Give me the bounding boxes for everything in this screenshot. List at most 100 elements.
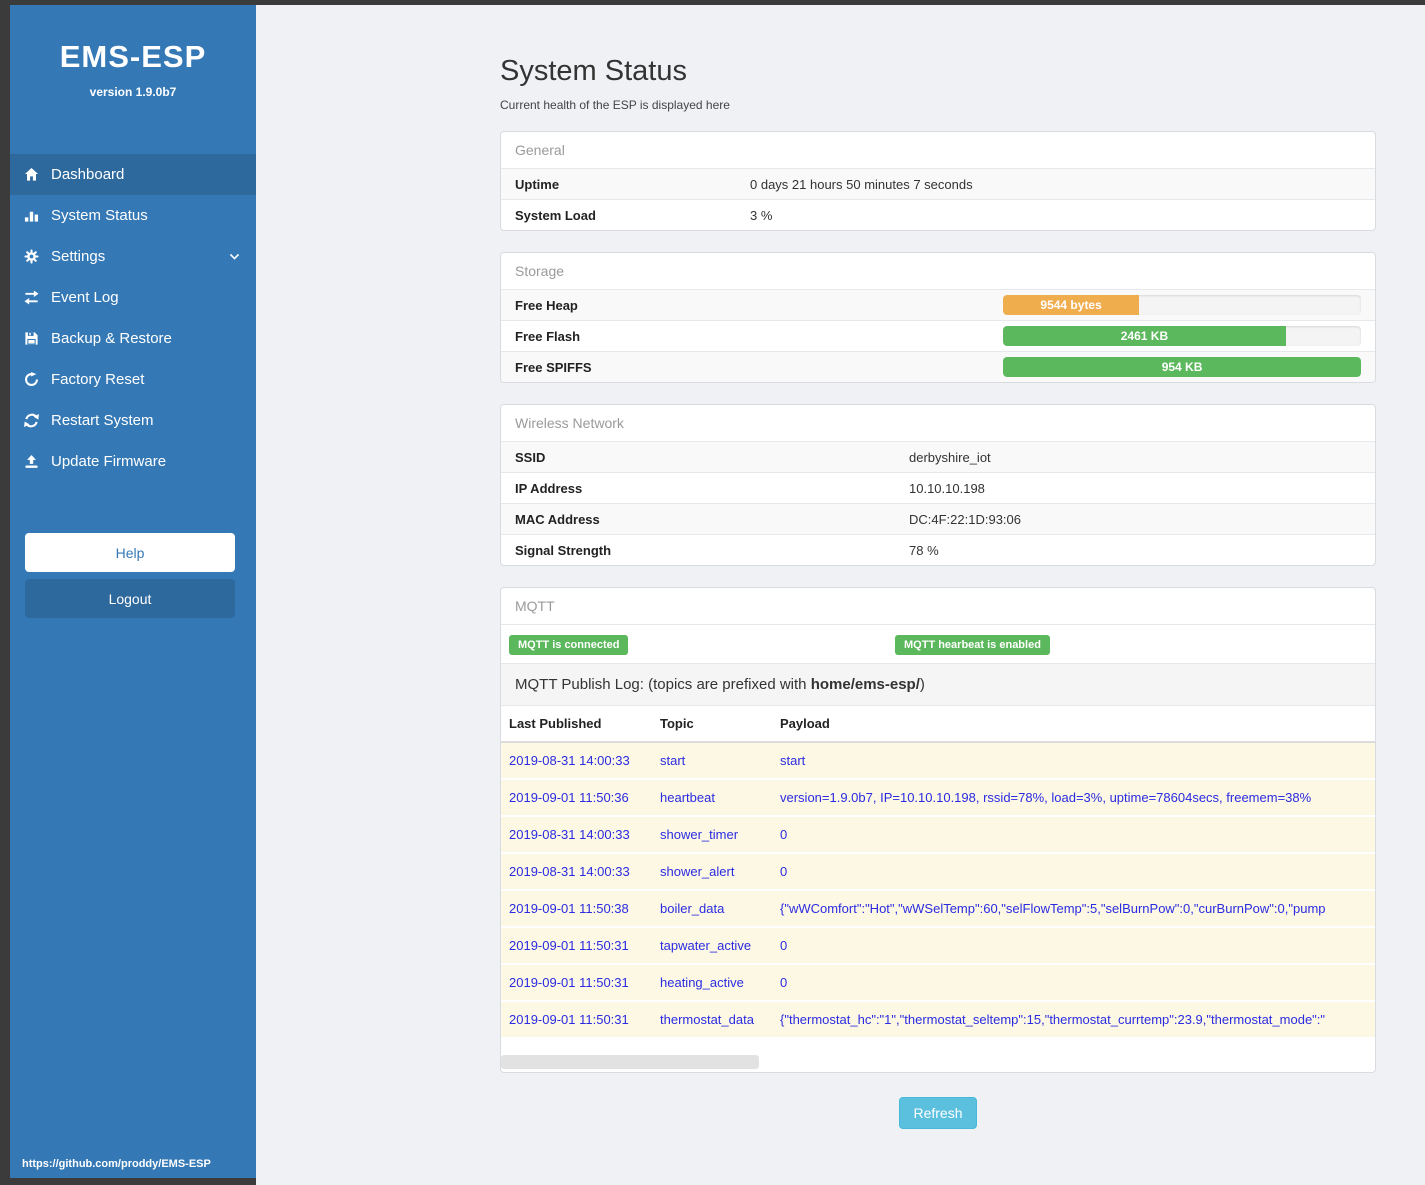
mqtt-panel: MQTT MQTT is connected MQTT hearbeat is … [500,587,1376,1073]
payload-cell: 0 [780,938,788,953]
sidebar-buttons: Help Logout [25,533,235,618]
timestamp-cell: 2019-08-31 14:00:33 [509,864,630,879]
status-icon [24,208,51,223]
payload-cell: 0 [780,827,788,842]
mqtt-badge-row: MQTT is connected MQTT hearbeat is enabl… [501,624,1375,663]
general-rows: Uptime 0 days 21 hours 50 minutes 7 secon… [501,168,1375,230]
sidebar-item-update-firmware[interactable]: Update Firmware [10,441,256,482]
horizontal-scrollbar[interactable] [501,1055,1375,1069]
sidebar-item-settings[interactable]: Settings [10,236,256,277]
row-label: SSID [515,449,546,465]
save-icon [24,331,51,346]
payload-cell: version=1.9.0b7, IP=10.10.10.198, rssid=… [780,790,1312,805]
topic-cell: thermostat_data [660,1012,754,1027]
log-row: 2019-09-01 11:50:36 heartbeat version=1.9.… [501,778,1375,815]
content-container: System Status Current health of the ESP … [500,55,1376,1129]
row-label: Signal Strength [515,542,612,558]
sidebar-item-label: Update Firmware [51,453,167,470]
column-header: Payload [780,716,830,731]
topic-cell: tapwater_active [660,938,752,953]
log-row: 2019-09-01 11:50:31 heating_active 0 [501,963,1375,1000]
refresh-button[interactable]: Refresh [899,1097,977,1129]
timestamp-cell: 2019-08-31 14:00:33 [509,753,630,768]
sidebar-item-dashboard[interactable]: Dashboard [10,154,256,195]
payload-cell: {"wWComfort":"Hot","wWSelTemp":60,"selFl… [780,901,1326,916]
table-row: Uptime 0 days 21 hours 50 minutes 7 secon… [501,168,1375,199]
progress-bar: 2461 KB [1003,326,1361,346]
storage-panel-header: Storage [515,263,565,279]
mqtt-heartbeat-badge: MQTT hearbeat is enabled [895,635,1050,655]
progress-fill: 954 KB [1003,357,1361,377]
sidebar-item-factory-reset[interactable]: Factory Reset [10,359,256,400]
sidebar-item-restart-system[interactable]: Restart System [10,400,256,441]
mqtt-log-title-suffix: ) [919,676,925,693]
page-title: System Status [500,55,687,87]
log-row: 2019-08-31 14:00:33 shower_alert 0 [501,852,1375,889]
table-row: Free SPIFFS 954 KB [501,351,1375,382]
timestamp-cell: 2019-09-01 11:50:36 [509,790,629,805]
sidebar-item-label: Dashboard [51,166,125,183]
mqtt-log-title: MQTT Publish Log: (topics are prefixed w… [501,663,1375,705]
refresh-area: Refresh [500,1097,1376,1129]
table-spacer [501,1037,1375,1055]
gear-icon [24,249,51,264]
storage-rows: Free Heap 9544 bytes Free Flash 2461 KB Free… [501,289,1375,382]
row-value: DC:4F:22:1D:93:06 [909,511,1022,527]
row-value: 78 % [909,542,939,558]
upload-icon [24,454,51,469]
sidebar-item-label: Restart System [51,412,154,429]
sidebar-item-label: Backup & Restore [51,330,172,347]
payload-cell: {"thermostat_hc":"1","thermostat_seltemp… [780,1012,1326,1027]
log-row: 2019-09-01 11:50:38 boiler_data {"wWComfor… [501,889,1375,926]
topic-cell: shower_alert [660,864,735,879]
table-row: Free Flash 2461 KB [501,320,1375,351]
row-label: MAC Address [515,511,600,527]
topic-cell: start [660,753,686,768]
row-value: derbyshire_iot [909,449,991,465]
general-panel: General Uptime 0 days 21 hours 50 minutes… [500,131,1376,231]
timestamp-cell: 2019-08-31 14:00:33 [509,827,630,842]
payload-cell: 0 [780,864,788,879]
app-title: EMS-ESP [59,39,207,74]
sidebar-item-event-log[interactable]: Event Log [10,277,256,318]
timestamp-cell: 2019-09-01 11:50:31 [509,975,629,990]
sidebar: EMS-ESP version 1.9.0b7 Dashboard System … [10,5,256,1178]
logout-button[interactable]: Logout [25,579,235,618]
exchange-icon [24,290,51,305]
progress-fill: 9544 bytes [1003,295,1140,315]
sidebar-item-backup-restore[interactable]: Backup & Restore [10,318,256,359]
row-label: IP Address [515,480,583,496]
sidebar-item-label: System Status [51,207,148,224]
table-row: SSID derbyshire_iot [501,441,1375,472]
row-value: 10.10.10.198 [909,480,985,496]
row-value: 3 % [750,207,773,223]
sidebar-item-label: Event Log [51,289,119,306]
progress-bar: 954 KB [1003,357,1361,377]
github-link[interactable]: https://github.com/proddy/EMS-ESP [22,1158,211,1170]
home-icon [24,167,51,182]
table-row: IP Address 10.10.10.198 [501,472,1375,503]
column-header: Last Published [509,716,602,731]
progress-fill: 2461 KB [1003,326,1286,346]
timestamp-cell: 2019-09-01 11:50:38 [509,901,629,916]
sidebar-item-label: Factory Reset [51,371,145,388]
general-panel-header: General [515,142,565,158]
log-row: 2019-09-01 11:50:31 thermostat_data {"ther… [501,1000,1375,1037]
row-label: System Load [515,207,596,223]
storage-panel: Storage Free Heap 9544 bytes Free Flash 246… [500,252,1376,383]
table-row: MAC Address DC:4F:22:1D:93:06 [501,503,1375,534]
row-label: Free Flash [515,328,581,344]
log-row: 2019-08-31 14:00:33 start start [501,743,1375,778]
sidebar-item-label: Settings [51,248,106,265]
timestamp-cell: 2019-09-01 11:50:31 [509,938,629,953]
mqtt-log-title-prefix: MQTT Publish Log: (topics are prefixed w… [515,676,811,693]
help-button[interactable]: Help [25,533,235,572]
scrollbar-thumb[interactable] [501,1055,759,1069]
progress-bar: 9544 bytes [1003,295,1361,315]
refresh-icon [24,413,51,428]
payload-cell: start [780,753,806,768]
sidebar-item-system-status[interactable]: System Status [10,195,256,236]
table-row: Free Heap 9544 bytes [501,289,1375,320]
table-row: System Load 3 % [501,199,1375,230]
